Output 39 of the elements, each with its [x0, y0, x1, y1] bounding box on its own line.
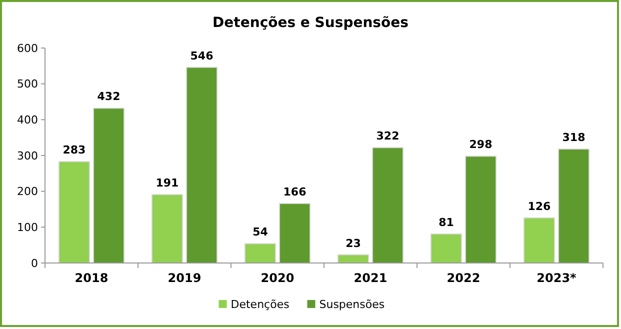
legend-label: Suspensões — [319, 298, 385, 311]
bar — [244, 243, 276, 264]
bar — [186, 66, 218, 264]
bar — [93, 108, 125, 264]
data-label: 546 — [190, 49, 214, 62]
y-tick-label: 600 — [17, 42, 38, 55]
x-tick-label: 2019 — [168, 271, 202, 285]
data-label: 81 — [438, 216, 454, 229]
bar — [279, 203, 311, 264]
y-tick-label: 400 — [17, 114, 38, 127]
data-label: 166 — [283, 186, 307, 199]
y-tick-label: 100 — [17, 221, 38, 234]
x-tick-label: 2022 — [446, 271, 480, 285]
bar — [465, 156, 497, 264]
y-tick-label: 200 — [17, 185, 38, 198]
bar — [558, 148, 590, 264]
data-label: 191 — [156, 176, 179, 190]
x-tick-label: 2018 — [74, 271, 108, 285]
x-tick-label: 2020 — [260, 271, 294, 285]
x-tick-label: 2023* — [536, 271, 578, 285]
bar — [430, 233, 462, 264]
bar — [151, 194, 183, 264]
bar — [523, 217, 555, 264]
data-label: 23 — [346, 236, 361, 250]
data-label: 322 — [376, 130, 400, 143]
x-tick-label: 2021 — [354, 271, 388, 285]
data-label: 283 — [62, 144, 86, 157]
y-tick-label: 300 — [17, 149, 38, 162]
y-tick-label: 500 — [17, 78, 38, 91]
data-label: 432 — [97, 90, 120, 104]
legend-label: Detenções — [230, 298, 290, 311]
data-label: 126 — [528, 200, 552, 213]
data-label: 54 — [252, 226, 268, 239]
bar — [58, 161, 90, 264]
chart-title: Detenções e Suspensões — [212, 15, 408, 31]
data-label: 298 — [469, 138, 492, 152]
y-tick-label: 0 — [31, 256, 38, 270]
data-label: 318 — [562, 131, 586, 144]
bar — [372, 147, 404, 264]
